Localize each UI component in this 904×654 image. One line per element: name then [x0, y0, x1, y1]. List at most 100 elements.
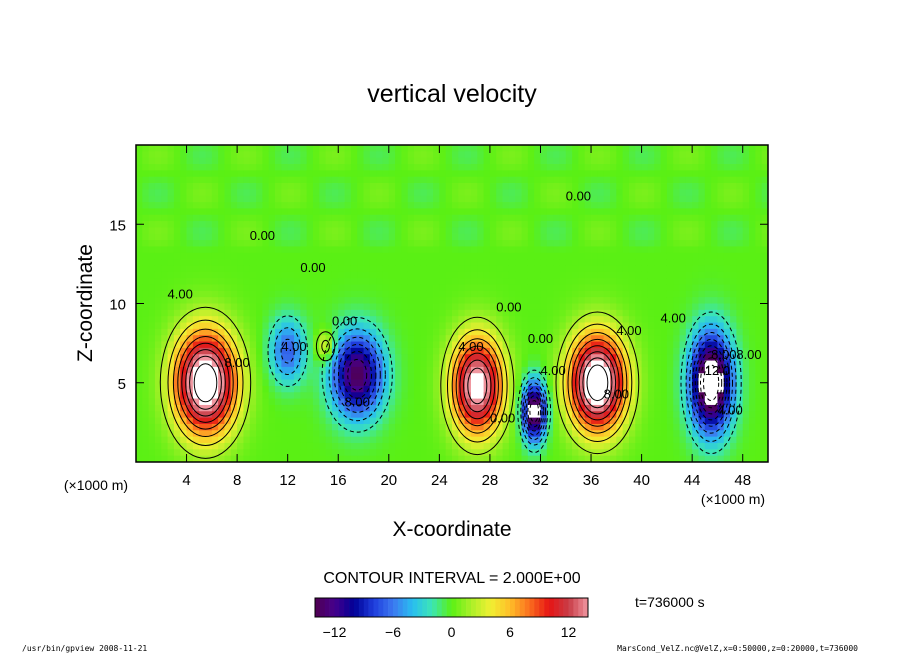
heatmap-cell	[641, 442, 649, 450]
heatmap-cell	[458, 170, 466, 178]
heatmap-cell	[445, 360, 453, 368]
heatmap-cell	[420, 170, 428, 178]
heatmap-cell	[527, 328, 535, 336]
heatmap-cell	[622, 240, 630, 247]
heatmap-cell	[331, 170, 339, 178]
heatmap-cell	[730, 423, 737, 431]
heatmap-cell	[736, 455, 744, 462]
heatmap-cell	[420, 189, 428, 197]
heatmap-cell	[628, 290, 636, 298]
heatmap-cell	[294, 157, 301, 165]
heatmap-cell	[761, 417, 768, 425]
heatmap-cell	[508, 303, 516, 311]
heatmap-cell	[622, 316, 630, 323]
heatmap-cell	[136, 341, 143, 349]
heatmap-cell	[180, 233, 187, 241]
heatmap-cell	[312, 303, 320, 311]
heatmap-cell	[268, 366, 276, 374]
heatmap-cell	[199, 309, 206, 317]
heatmap-cell	[142, 208, 150, 216]
heatmap-cell	[224, 214, 232, 222]
heatmap-cell	[325, 164, 333, 171]
heatmap-cell	[186, 183, 194, 190]
heatmap-cell	[319, 411, 326, 419]
heatmap-cell	[616, 328, 624, 336]
heatmap-cell	[363, 195, 371, 203]
heatmap-cell	[395, 417, 402, 425]
heatmap-cell	[344, 335, 352, 342]
heatmap-cell	[237, 195, 244, 203]
heatmap-cell	[502, 246, 510, 254]
heatmap-cell	[597, 278, 605, 285]
heatmap-cell	[470, 284, 478, 292]
heatmap-cell	[692, 341, 699, 349]
heatmap-cell	[230, 176, 238, 184]
heatmap-cell	[540, 252, 548, 260]
heatmap-cell	[376, 373, 383, 380]
heatmap-cell	[414, 227, 421, 235]
heatmap-cell	[502, 265, 510, 273]
heatmap-cell	[496, 373, 503, 380]
heatmap-cell	[749, 189, 756, 197]
heatmap-cell	[237, 404, 244, 412]
heatmap-cell	[553, 442, 560, 450]
heatmap-cell	[591, 303, 598, 311]
heatmap-cell	[249, 303, 257, 311]
heatmap-cell	[287, 151, 295, 159]
heatmap-cell	[407, 164, 415, 171]
heatmap-cell	[167, 278, 175, 285]
heatmap-cell	[344, 430, 352, 438]
heatmap-cell	[622, 227, 630, 235]
heatmap-cell	[660, 411, 668, 419]
heatmap-cell	[199, 335, 206, 342]
heatmap-cell	[363, 335, 371, 342]
heatmap-cell	[723, 392, 731, 399]
heatmap-cell	[483, 366, 491, 374]
heatmap-cell	[755, 328, 763, 336]
heatmap-cell	[218, 335, 225, 342]
heatmap-cell	[173, 442, 181, 450]
heatmap-cell	[660, 259, 668, 266]
heatmap-cell	[433, 189, 440, 197]
heatmap-cell	[369, 208, 377, 216]
heatmap-cell	[136, 246, 143, 254]
heatmap-cell	[262, 316, 270, 323]
heatmap-cell	[388, 297, 396, 304]
heatmap-cell	[502, 373, 510, 380]
heatmap-cell	[464, 208, 472, 216]
heatmap-cell	[534, 322, 541, 330]
heatmap-cell	[736, 157, 744, 165]
heatmap-cell	[363, 170, 371, 178]
heatmap-cell	[363, 183, 371, 190]
heatmap-cell	[167, 265, 175, 273]
heatmap-cell	[281, 430, 289, 438]
heatmap-cell	[572, 265, 579, 273]
heatmap-cell	[237, 252, 244, 260]
heatmap-cell	[331, 195, 339, 203]
heatmap-cell	[464, 157, 472, 165]
heatmap-cell	[243, 176, 251, 184]
heatmap-cell	[243, 392, 251, 399]
heatmap-cell	[692, 303, 699, 311]
heatmap-cell	[458, 284, 466, 292]
heatmap-cell	[161, 322, 168, 330]
heatmap-cell	[433, 417, 440, 425]
heatmap-cell	[344, 411, 352, 419]
heatmap-cell	[603, 208, 611, 216]
heatmap-cell	[685, 341, 693, 349]
heatmap-cell	[654, 265, 661, 273]
heatmap-cell	[628, 392, 636, 399]
heatmap-cell	[723, 284, 731, 292]
heatmap-cell	[433, 449, 440, 457]
heatmap-cell	[281, 309, 289, 317]
heatmap-cell	[464, 303, 472, 311]
heatmap-cell	[180, 246, 187, 254]
heatmap-cell	[230, 151, 238, 159]
heatmap-cell	[192, 284, 200, 292]
heatmap-cell	[647, 309, 655, 317]
heatmap-cell	[420, 360, 428, 368]
heatmap-cell	[717, 366, 725, 374]
heatmap-cell	[243, 373, 251, 380]
heatmap-cell	[433, 271, 440, 279]
heatmap-cell	[647, 297, 655, 304]
